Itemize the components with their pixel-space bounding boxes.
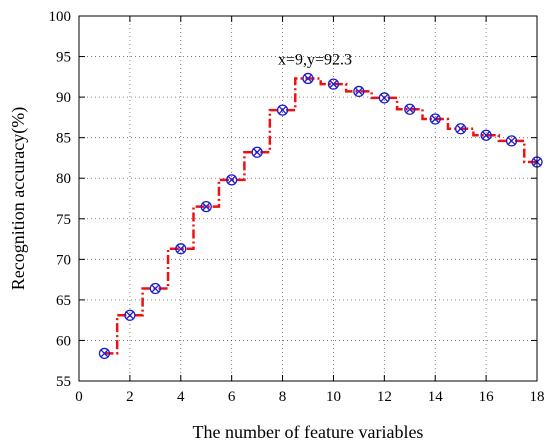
point-cross [202, 202, 211, 211]
data-point [98, 347, 111, 360]
x-tick-label: 8 [279, 389, 287, 405]
data-point [302, 72, 314, 85]
point-circle [200, 200, 212, 213]
y-tick-label: 100 [49, 9, 72, 25]
y-axis-label: Recognition accuracy(%) [8, 107, 29, 290]
x-tick-label: 0 [75, 389, 83, 405]
point-cross [253, 148, 262, 157]
axis-ticks [78, 15, 538, 382]
point-circle [404, 103, 416, 115]
y-tick-label: 75 [56, 212, 71, 228]
point-cross [354, 87, 363, 96]
point-cross [507, 136, 516, 145]
point-circle [327, 78, 340, 90]
point-circle [302, 72, 314, 85]
point-circle [429, 113, 441, 125]
y-tick-label: 80 [56, 171, 71, 187]
y-tick-label: 85 [56, 131, 71, 147]
peak-annotation: x=9,y=92.3 [278, 51, 352, 68]
series-line-layer [104, 77, 537, 355]
point-cross [227, 175, 236, 184]
series-line [104, 77, 537, 355]
x-tick-label: 14 [428, 389, 444, 405]
point-circle [175, 243, 187, 255]
data-point [200, 200, 212, 213]
point-circle [353, 85, 365, 98]
y-tick-label: 60 [56, 333, 71, 349]
y-tick-label: 65 [56, 293, 71, 309]
data-point [276, 104, 289, 116]
point-circle [98, 347, 111, 360]
point-cross [125, 311, 134, 320]
data-point [175, 243, 187, 255]
y-tick-labels: 55 60 65 70 75 80 85 90 95 100 [49, 9, 72, 390]
point-circle [378, 92, 390, 104]
x-tick-labels: 0 2 4 6 8 10 12 14 16 18 [75, 389, 544, 405]
point-cross [431, 115, 440, 123]
point-cross [100, 349, 109, 358]
data-point [124, 309, 136, 321]
x-tick-label: 4 [177, 389, 185, 405]
data-point [378, 92, 390, 104]
point-circle [124, 309, 136, 321]
plot-frame [78, 15, 538, 382]
data-point [327, 78, 340, 90]
x-tick-label: 18 [530, 389, 545, 405]
data-point [404, 103, 416, 115]
data-point [251, 146, 263, 158]
point-cross [304, 74, 312, 83]
y-tick-label: 95 [56, 50, 71, 66]
point-cross [176, 244, 185, 253]
x-tick-label: 2 [126, 389, 134, 405]
data-point [226, 174, 238, 186]
y-tick-label: 55 [56, 374, 71, 390]
data-point [353, 85, 365, 98]
x-tick-label: 6 [228, 389, 236, 405]
x-axis-label: The number of feature variables [193, 422, 424, 442]
point-circle [276, 104, 289, 116]
data-point [480, 129, 492, 141]
point-cross [151, 284, 160, 293]
x-tick-label: 12 [377, 389, 392, 405]
point-circle [251, 146, 263, 158]
point-circle [455, 123, 467, 135]
x-tick-label: 16 [479, 389, 495, 405]
data-point [429, 113, 441, 125]
point-circle [505, 135, 518, 147]
point-circle [149, 282, 161, 295]
x-tick-label: 10 [326, 389, 341, 405]
grid [79, 16, 537, 381]
point-cross [329, 80, 338, 89]
point-cross [278, 106, 287, 115]
y-tick-label: 90 [56, 90, 71, 106]
data-point [455, 123, 467, 135]
marker-layer [98, 72, 543, 360]
point-cross [380, 93, 389, 102]
point-circle [226, 174, 238, 186]
point-cross [456, 124, 465, 133]
y-tick-label: 70 [56, 252, 71, 268]
data-point [505, 135, 518, 147]
data-point [149, 282, 161, 295]
point-cross [405, 105, 414, 114]
point-circle [480, 129, 492, 141]
point-cross [482, 131, 491, 140]
